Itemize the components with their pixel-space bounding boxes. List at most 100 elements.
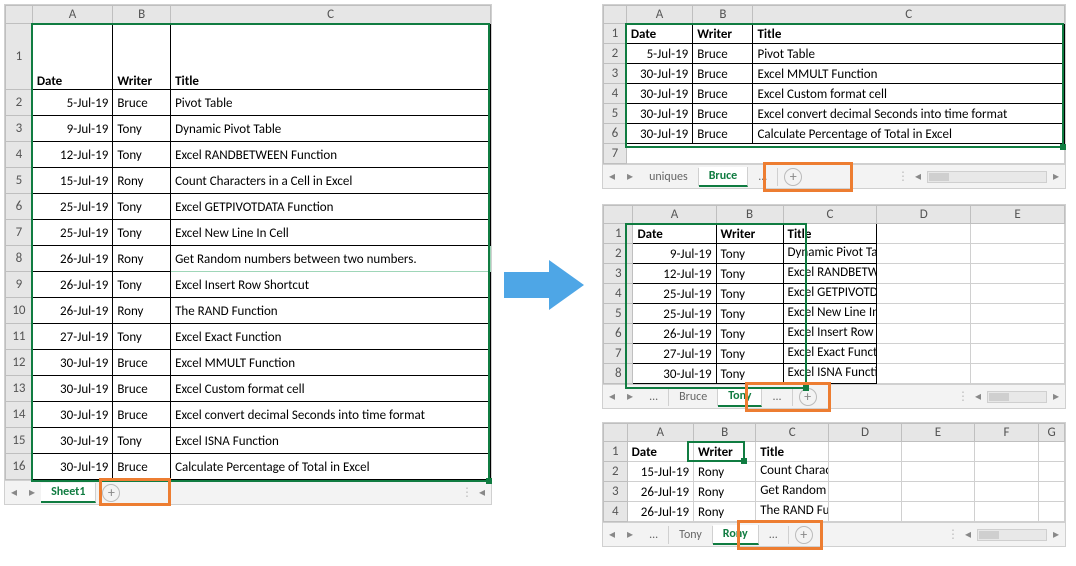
cell-A10[interactable]: 26-Jul-19	[32, 298, 112, 324]
rowhdr-15[interactable]: 15	[6, 428, 33, 454]
cell-C10[interactable]: The RAND Function	[171, 298, 491, 324]
cell-A8[interactable]: 26-Jul-19	[32, 246, 112, 272]
tab-rony[interactable]: Rony	[713, 525, 759, 545]
cell-A5[interactable]: 15-Jul-19	[32, 168, 112, 194]
cell-C7[interactable]: Excel New Line In Cell	[171, 220, 491, 246]
cell-A6[interactable]: 25-Jul-19	[32, 194, 112, 220]
tab-nav-next[interactable]: ▸	[23, 485, 41, 500]
tab-more-left[interactable]: ...	[639, 388, 669, 406]
grid-rony[interactable]: A B C D E F G 1 Date Writer Title 215-Ju…	[603, 423, 1065, 522]
cell-B11[interactable]: Tony	[113, 324, 171, 350]
tab-bruce[interactable]: Bruce	[699, 167, 749, 187]
cell-B8[interactable]: Rony	[113, 246, 171, 272]
rowhdr-4[interactable]: 4	[6, 142, 33, 168]
grid-bruce[interactable]: A B C 1 Date Writer Title 25-Jul-19Bruce…	[603, 5, 1065, 164]
cell-A1[interactable]: Date	[32, 24, 112, 90]
tab-nav-prev[interactable]: ◂	[603, 169, 621, 184]
cell-A9[interactable]: 26-Jul-19	[32, 272, 112, 298]
cell-C13[interactable]: Excel Custom format cell	[171, 376, 491, 402]
h-scrollbar[interactable]	[987, 391, 1047, 403]
cell-C1[interactable]: Title	[171, 24, 491, 90]
rowhdr-13[interactable]: 13	[6, 376, 33, 402]
colhdr-A[interactable]: A	[626, 6, 692, 24]
h-scrollbar[interactable]	[977, 529, 1047, 541]
cell-B10[interactable]: Rony	[113, 298, 171, 324]
rowhdr-5[interactable]: 5	[6, 168, 33, 194]
rowhdr-9[interactable]: 9	[6, 272, 33, 298]
rowhdr-7[interactable]: 7	[6, 220, 33, 246]
cell-C8[interactable]: Get Random numbers between two numbers.	[171, 246, 491, 272]
tab-nav-prev[interactable]: ◂	[5, 485, 23, 500]
cell-C12[interactable]: Excel MMULT Function	[171, 350, 491, 376]
tab-add[interactable]: +	[102, 484, 120, 502]
rowhdr-6[interactable]: 6	[6, 194, 33, 220]
tab-tony[interactable]: Tony	[718, 387, 762, 407]
cell-B14[interactable]: Bruce	[113, 402, 171, 428]
colhdr-A[interactable]: A	[32, 6, 112, 24]
cell-A7[interactable]: 25-Jul-19	[32, 220, 112, 246]
rowhdr-1[interactable]: 1	[6, 24, 33, 90]
cell-C15[interactable]: Excel ISNA Function	[171, 428, 491, 454]
rowhdr-14[interactable]: 14	[6, 402, 33, 428]
rowhdr-10[interactable]: 10	[6, 298, 33, 324]
tab-nav-next[interactable]: ▸	[621, 169, 639, 184]
cell-B1[interactable]: Writer	[113, 24, 171, 90]
cell-B6[interactable]: Tony	[113, 194, 171, 220]
cell-C4[interactable]: Excel RANDBETWEEN Function	[171, 142, 491, 168]
rowhdr-3[interactable]: 3	[6, 116, 33, 142]
cell-C6[interactable]: Excel GETPIVOTDATA Function	[171, 194, 491, 220]
cell-C16[interactable]: Calculate Percentage of Total in Excel	[171, 454, 491, 480]
cell-B13[interactable]: Bruce	[113, 376, 171, 402]
grid-main[interactable]: A B C 1 Date Writer Title 25-Jul-19Bruce…	[5, 5, 491, 480]
cell-C2[interactable]: Pivot Table	[171, 90, 491, 116]
cell-A3[interactable]: 9-Jul-19	[32, 116, 112, 142]
cell-A4[interactable]: 12-Jul-19	[32, 142, 112, 168]
cell-B15[interactable]: Tony	[113, 428, 171, 454]
rowhdr-1[interactable]: 1	[604, 24, 627, 44]
corner-cell[interactable]	[6, 6, 33, 24]
rowhdr-11[interactable]: 11	[6, 324, 33, 350]
cell-B2[interactable]: Bruce	[113, 90, 171, 116]
cell-A13[interactable]: 30-Jul-19	[32, 376, 112, 402]
cell-B4[interactable]: Tony	[113, 142, 171, 168]
tab-uniques[interactable]: uniques	[639, 168, 699, 186]
cell-C14[interactable]: Excel convert decimal Seconds into time …	[171, 402, 491, 428]
cell-A1[interactable]: Date	[626, 24, 692, 44]
tab-bruce[interactable]: Bruce	[669, 388, 718, 406]
colhdr-C[interactable]: C	[753, 6, 1065, 24]
cell-B9[interactable]: Tony	[113, 272, 171, 298]
cell-A16[interactable]: 30-Jul-19	[32, 454, 112, 480]
cell-C5[interactable]: Count Characters in a Cell in Excel	[171, 168, 491, 194]
rowhdr-2[interactable]: 2	[6, 90, 33, 116]
cell-B7[interactable]: Tony	[113, 220, 171, 246]
rowhdr-7[interactable]: 7	[604, 144, 627, 164]
corner-cell[interactable]	[604, 206, 633, 224]
colhdr-B[interactable]: B	[113, 6, 171, 24]
cell-A14[interactable]: 30-Jul-19	[32, 402, 112, 428]
cell-B12[interactable]: Bruce	[113, 350, 171, 376]
corner-cell[interactable]	[604, 6, 627, 24]
h-scrollbar[interactable]	[927, 171, 1047, 183]
cell-C9[interactable]: Excel Insert Row Shortcut	[171, 272, 491, 298]
rowhdr-16[interactable]: 16	[6, 454, 33, 480]
tab-sheet1[interactable]: Sheet1	[41, 483, 96, 503]
cell-B5[interactable]: Rony	[113, 168, 171, 194]
cell-A11[interactable]: 27-Jul-19	[32, 324, 112, 350]
tab-more[interactable]: ...	[748, 168, 778, 186]
cell-A15[interactable]: 30-Jul-19	[32, 428, 112, 454]
cell-B16[interactable]: Bruce	[113, 454, 171, 480]
cell-C3[interactable]: Dynamic Pivot Table	[171, 116, 491, 142]
grid-tony[interactable]: A B C D E 1 Date Writer Title 29-Jul-19T…	[603, 205, 1065, 384]
cell-B1[interactable]: Writer	[693, 24, 753, 44]
tab-more-right[interactable]: ...	[762, 388, 792, 406]
cell-A2[interactable]: 5-Jul-19	[32, 90, 112, 116]
cell-A12[interactable]: 30-Jul-19	[32, 350, 112, 376]
rowhdr-8[interactable]: 8	[6, 246, 33, 272]
cell-C11[interactable]: Excel Exact Function	[171, 324, 491, 350]
colhdr-B[interactable]: B	[693, 6, 753, 24]
colhdr-C[interactable]: C	[171, 6, 491, 24]
rowhdr-12[interactable]: 12	[6, 350, 33, 376]
tab-add[interactable]: +	[784, 168, 802, 186]
cell-B3[interactable]: Tony	[113, 116, 171, 142]
cell-C1[interactable]: Title	[753, 24, 1065, 44]
